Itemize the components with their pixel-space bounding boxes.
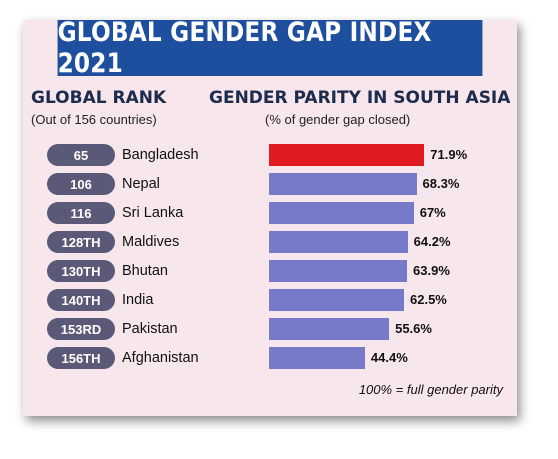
value-label: 62.5% [410, 292, 447, 307]
rank-badge: 130TH [47, 260, 115, 282]
bar [269, 231, 408, 253]
bar [269, 173, 417, 195]
rank-badge: 156TH [47, 347, 115, 369]
gender-parity-subheader: (% of gender gap closed) [265, 112, 411, 127]
value-label: 64.2% [413, 234, 451, 249]
rank-badge: 116 [47, 202, 115, 224]
global-rank-subheader: (Out of 156 countries) [31, 112, 157, 127]
parity-footnote: 100% = full gender parity [358, 382, 503, 397]
country-label: Sri Lanka [122, 205, 184, 221]
rank-badge: 153RD [47, 318, 115, 340]
country-label: Bangladesh [122, 147, 199, 163]
rank-badge: 65 [47, 144, 115, 166]
value-label: 55.6% [395, 321, 432, 336]
bar [269, 260, 408, 282]
country-label: Nepal [122, 176, 160, 192]
infographic-card: GLOBAL GENDER GAP INDEX 2021 GLOBAL RANK… [23, 17, 517, 416]
gender-parity-header: GENDER PARITY IN SOUTH ASIA [209, 88, 511, 108]
bar [269, 202, 414, 224]
bar [269, 289, 404, 311]
global-rank-header: GLOBAL RANK [31, 88, 167, 108]
country-label: Pakistan [122, 321, 178, 337]
value-label: 63.9% [413, 263, 450, 278]
rank-badge: 140TH [47, 289, 115, 311]
title-banner: GLOBAL GENDER GAP INDEX 2021 [57, 17, 483, 79]
bar [269, 318, 390, 340]
value-label: 68.3% [422, 176, 460, 191]
value-label: 67% [419, 205, 446, 220]
value-label: 71.9% [430, 147, 468, 162]
rank-badge: 106 [47, 173, 115, 195]
country-label: Bhutan [122, 263, 168, 279]
value-label: 44.4% [370, 350, 408, 365]
page-title: GLOBAL GENDER GAP INDEX 2021 [57, 17, 432, 79]
country-label: India [122, 292, 154, 308]
bar [269, 144, 425, 166]
country-label: Afghanistan [122, 350, 199, 366]
country-label: Maldives [122, 234, 180, 250]
bar [269, 347, 365, 369]
rank-badge: 128TH [47, 231, 115, 253]
